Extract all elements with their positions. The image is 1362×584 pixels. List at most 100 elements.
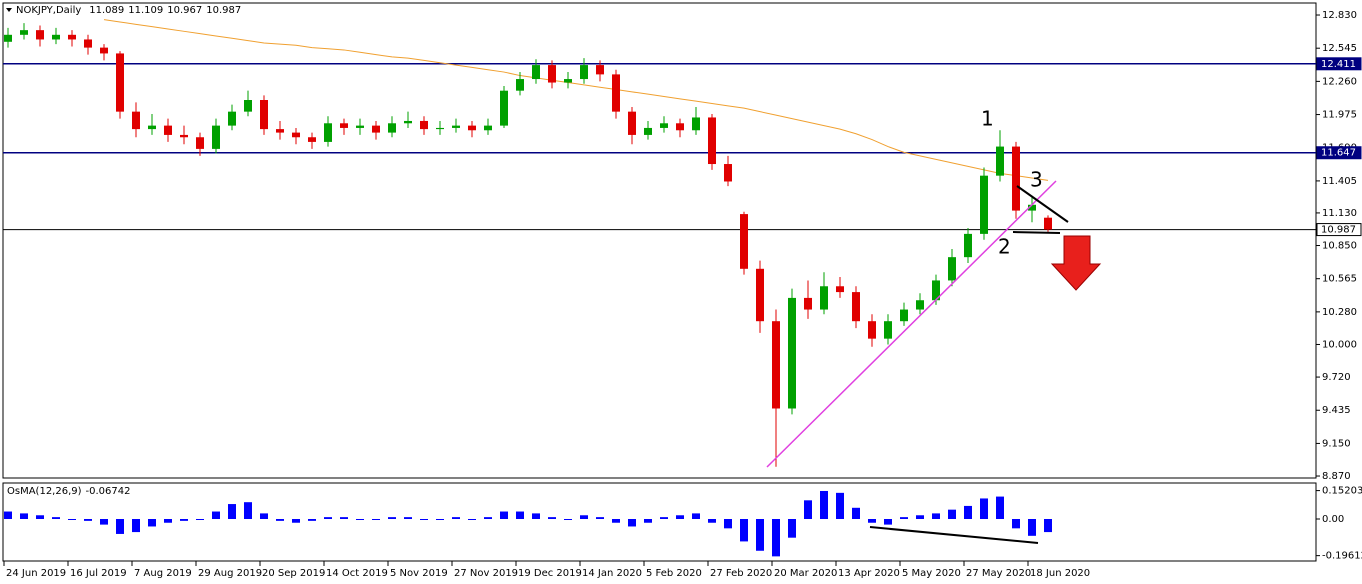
x-tick-label: 24 Jun 2019 (6, 568, 66, 579)
osma-bar (260, 513, 268, 520)
osma-bar (548, 517, 556, 520)
osma-bar (1044, 519, 1052, 533)
osma-bar (676, 515, 684, 520)
osma-bar (500, 511, 508, 520)
osma-bar (228, 504, 236, 520)
osma-bar (36, 515, 44, 520)
close: 10.987 (206, 5, 241, 16)
osma-bar (212, 511, 220, 520)
candle-body (500, 90, 508, 126)
candle-body (852, 292, 860, 322)
candle-body (516, 79, 524, 91)
candle-body (660, 123, 668, 128)
trendline (766, 180, 1057, 468)
osma-bar (868, 519, 876, 523)
high: 11.109 (128, 5, 163, 16)
osma-bar (180, 519, 188, 521)
osma-bar (164, 519, 172, 523)
osma-bar (52, 517, 60, 520)
candle-body (36, 30, 44, 40)
x-tick-label: 27 May 2020 (966, 568, 1031, 579)
indicator-header: OsMA(12,26,9) -0.06742 (7, 486, 131, 497)
osma-bar (740, 519, 748, 542)
y-tick-label: 12.830 (1322, 10, 1357, 21)
osma-bar (564, 519, 572, 521)
osma-bar (436, 519, 444, 521)
y-tick-label: 11.975 (1322, 110, 1357, 121)
low: 10.967 (167, 5, 202, 16)
osma-bar (996, 496, 1004, 520)
candle-body (980, 175, 988, 234)
price-label-box (1316, 223, 1362, 237)
candle-body (308, 137, 316, 142)
candle-body (420, 120, 428, 130)
candle-body (772, 321, 780, 409)
osma-bar (596, 517, 604, 520)
x-tick-label: 5 Nov 2019 (390, 568, 448, 579)
osma-bar (468, 519, 476, 521)
price-label: 10.987 (1321, 225, 1356, 236)
candle-body (148, 125, 156, 130)
x-tick-label: 7 Aug 2019 (134, 568, 192, 579)
candle-body (20, 30, 28, 35)
price-label-box (1316, 57, 1362, 71)
price-label: 11.647 (1321, 148, 1356, 159)
candle-body (436, 127, 444, 130)
osma-bar (116, 519, 124, 534)
osma-bar (1012, 519, 1020, 529)
y-tick-label: 9.150 (1322, 438, 1351, 449)
candle-body (836, 286, 844, 293)
moving-average (103, 19, 1049, 181)
candle-body (932, 280, 940, 301)
osma-bar (820, 490, 828, 520)
x-tick-label: 19 Dec 2019 (518, 568, 582, 579)
candle-body (916, 300, 924, 310)
osma-bar (708, 519, 716, 523)
candle-body (132, 111, 140, 130)
triangle-lower (1012, 231, 1061, 234)
candle-body (708, 117, 716, 165)
x-tick-label: 5 Feb 2020 (646, 568, 702, 579)
y-tick-label: 11.405 (1322, 176, 1357, 187)
candle-body (548, 65, 556, 83)
candle-body (276, 129, 284, 133)
osma-bar (628, 519, 636, 527)
osma-bar (244, 502, 252, 520)
candle-body (804, 297, 812, 310)
candle-body (676, 123, 684, 131)
osma-bar (340, 517, 348, 520)
x-tick-label: 27 Nov 2019 (454, 568, 518, 579)
osma-bar (644, 519, 652, 523)
symbol: NOKJPY,Daily (16, 5, 81, 16)
osma-bar (196, 519, 204, 521)
indicator-value: -0.06742 (86, 486, 131, 497)
candle-body (196, 137, 204, 149)
candle-body (580, 65, 588, 80)
osma-bar (612, 519, 620, 523)
x-tick-label: 18 Jun 2020 (1030, 568, 1090, 579)
candle-body (52, 34, 60, 40)
candle-body (484, 125, 492, 131)
y-tick-label: 11.130 (1322, 208, 1357, 219)
candle-body (644, 127, 652, 135)
osma-bar (4, 511, 12, 520)
candle-body (596, 65, 604, 75)
osma-bar (580, 515, 588, 520)
candle-body (996, 146, 1004, 176)
down-arrow (1050, 235, 1102, 291)
x-tick-label: 20 Mar 2020 (774, 568, 837, 579)
osma-bar (660, 517, 668, 520)
candle-body (388, 123, 396, 133)
candle-body (820, 286, 828, 310)
candle-body (628, 111, 636, 135)
x-tick-label: 27 Feb 2020 (710, 568, 772, 579)
osma-bar (964, 505, 972, 520)
osma-bar (884, 519, 892, 525)
wave-label: 1 (981, 107, 994, 131)
candle-body (564, 79, 572, 83)
candle-body (324, 123, 332, 142)
x-tick-label: 20 Sep 2019 (262, 568, 325, 579)
candle-body (1012, 146, 1020, 211)
osma-bar (772, 519, 780, 557)
